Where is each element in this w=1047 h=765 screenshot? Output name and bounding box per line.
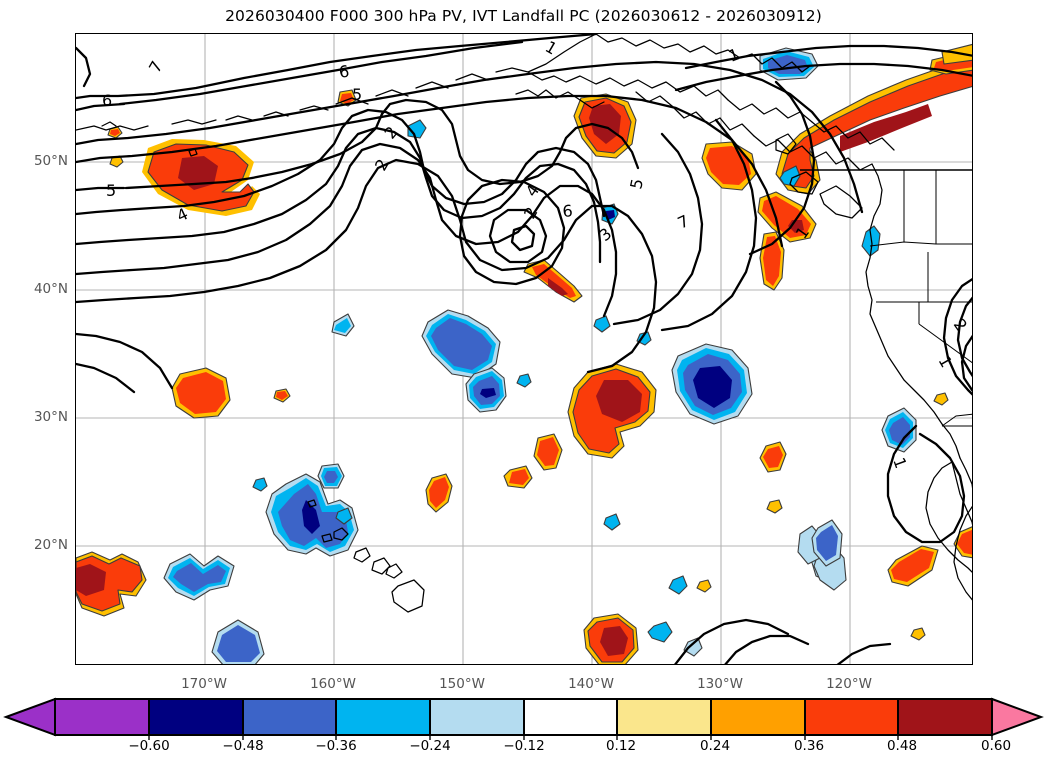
shaded-blob-cool	[593, 315, 611, 333]
lat-tick-30n: 30°N	[33, 409, 68, 425]
shaded-blob-warm	[110, 129, 120, 136]
shaded-blob-warm	[696, 579, 712, 593]
colorbar-tick-label: −0.24	[409, 738, 451, 754]
shaded-blob-cool	[693, 366, 732, 408]
shaded-blob-cool	[302, 500, 320, 534]
lon-tick-120w: 120°W	[826, 676, 872, 692]
contour-label: 2	[371, 156, 393, 174]
shaded-blob-cool	[647, 621, 673, 643]
shaded-blob-warm	[910, 627, 926, 641]
shaded-blob-cool	[516, 373, 532, 388]
map-axes[interactable]: 7 6 5 4 6 5 1 1 5 2 2 4 2 6 3 7 1	[75, 33, 973, 665]
lon-tick-170w: 170°W	[181, 676, 227, 692]
colorbar-band	[897, 698, 993, 736]
colorbar-ticks	[148, 735, 993, 740]
contour-label: 6	[562, 201, 574, 221]
lat-tick-40n: 40°N	[33, 281, 68, 297]
colorbar[interactable]: −0.60 −0.48 −0.36 −0.24 −0.12 0.12 0.24 …	[0, 694, 1047, 765]
shaded-blob-cool	[603, 513, 621, 531]
shaded-blob-cool	[252, 477, 268, 492]
lon-tick-130w: 130°W	[697, 676, 743, 692]
contour-label: 4	[522, 181, 543, 200]
shaded-blob-warm	[589, 104, 621, 144]
colorbar-tick-label: 0.36	[793, 738, 825, 754]
shaded-blob-warm	[76, 564, 106, 596]
contour-label: 1	[726, 44, 742, 65]
shaded-blob-warm	[509, 469, 529, 485]
colorbar-band	[335, 698, 431, 736]
coastlines	[76, 34, 972, 613]
colorbar-band	[148, 698, 244, 736]
political-borders	[800, 169, 972, 427]
shaded-blob-cool	[324, 471, 338, 483]
colorbar-extend-high	[991, 697, 1044, 737]
lat-tick-50n: 50°N	[33, 153, 68, 169]
contour-label: 5	[352, 85, 362, 104]
contour-label: 2	[950, 315, 971, 334]
lon-tick-140w: 140°W	[568, 676, 614, 692]
shaded-blob-warm	[178, 156, 218, 190]
colorbar-band	[429, 698, 525, 736]
shaded-blob-warm	[957, 529, 972, 555]
colorbar-band	[616, 698, 712, 736]
shaded-blob-warm	[763, 446, 783, 468]
shaded-blob-cool	[217, 625, 260, 662]
shaded-blob-warm	[781, 69, 972, 189]
colorbar-band	[804, 698, 899, 736]
contour-label: 5	[626, 177, 647, 191]
contour-label: 2	[381, 123, 402, 143]
shaded-blob-cool	[683, 637, 703, 657]
lat-tick-20n: 20°N	[33, 537, 68, 553]
shaded-blob-cool	[334, 318, 351, 333]
shaded-blob-cool	[668, 575, 688, 595]
contour-label: 6	[102, 91, 112, 110]
colorbar-band	[54, 698, 150, 736]
colorbar-extend-low	[3, 697, 56, 737]
lon-tick-160w: 160°W	[310, 676, 356, 692]
contour-label: 6	[337, 61, 350, 81]
colorbar-band	[242, 698, 337, 736]
pv-contours	[76, 34, 972, 664]
shaded-blob-warm	[766, 499, 783, 514]
shaded-blob-cool	[173, 563, 226, 592]
colorbar-tick-label: −0.60	[128, 738, 170, 754]
colorbar-tick-label: 0.60	[980, 738, 1012, 754]
contour-label: 7	[675, 211, 692, 233]
colorbar-tick-label: −0.48	[222, 738, 264, 754]
shaded-blob-cool	[335, 507, 353, 525]
colorbar-tick-label: −0.36	[315, 738, 357, 754]
shaded-blob-warm	[176, 372, 226, 414]
contour-labels: 7 6 5 4 6 5 1 1 5 2 2 4 2 6 3 7 1	[102, 37, 971, 471]
shaded-contours	[76, 43, 972, 664]
shaded-blob-cool	[816, 525, 838, 561]
shaded-blob-cool	[779, 165, 801, 187]
shaded-blob-warm	[596, 380, 642, 422]
colorbar-tick-label: 0.24	[699, 738, 731, 754]
contour-label: 7	[145, 58, 167, 76]
colorbar-swatches	[3, 697, 1044, 740]
shaded-blob-warm	[600, 626, 628, 656]
colorbar-tick-label: 0.12	[605, 738, 637, 754]
shaded-blob-warm	[933, 392, 949, 406]
shaded-blob-warm	[537, 437, 559, 466]
shaded-blob-warm	[276, 391, 288, 400]
colorbar-tick-label: −0.12	[503, 738, 545, 754]
page-title: 2026030400 F000 300 hPa PV, IVT Landfall…	[225, 7, 822, 25]
colorbar-band	[523, 698, 618, 736]
colorbar-tick-label: 0.48	[886, 738, 918, 754]
contour-label: 1	[542, 37, 560, 59]
lon-tick-150w: 150°W	[439, 676, 485, 692]
shaded-blob-warm	[840, 104, 932, 152]
shaded-blob-warm	[763, 236, 781, 286]
map-plot: 7 6 5 4 6 5 1 1 5 2 2 4 2 6 3 7 1	[76, 34, 972, 664]
shaded-blob-warm	[548, 278, 568, 296]
shaded-blob-warm	[429, 477, 449, 508]
shaded-blob-cool	[480, 388, 496, 398]
shaded-blob-warm	[941, 43, 972, 65]
shaded-blob-cool	[431, 318, 492, 370]
colorbar-band	[710, 698, 806, 736]
contour-label: 5	[106, 181, 116, 200]
shaded-blob-warm	[891, 549, 934, 582]
